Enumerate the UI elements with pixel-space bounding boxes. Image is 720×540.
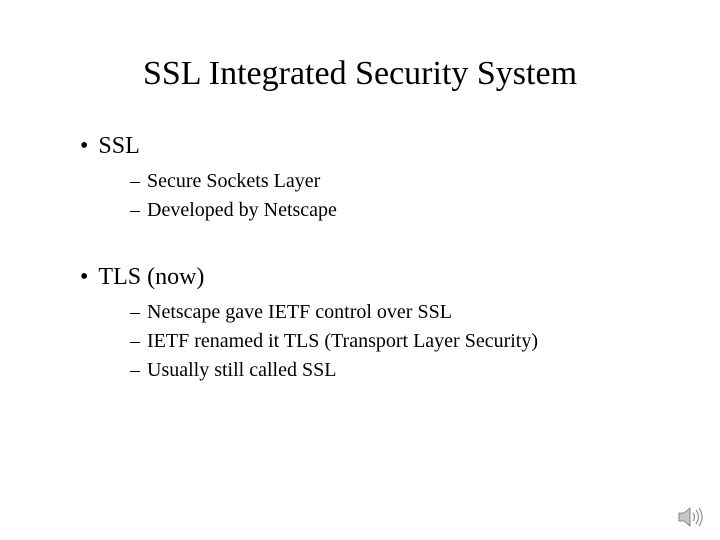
slide-container: SSL Integrated Security System SSL Secur…: [0, 0, 720, 418]
bullet-ssl: SSL: [80, 133, 670, 160]
bullet-tls: TLS (now): [80, 264, 670, 291]
sub-bullet: Netscape gave IETF control over SSL: [130, 301, 670, 324]
sub-bullet: Usually still called SSL: [130, 359, 670, 382]
sub-bullet: Developed by Netscape: [130, 199, 670, 222]
speaker-icon[interactable]: [678, 506, 704, 528]
sub-bullet: Secure Sockets Layer: [130, 170, 670, 193]
sub-bullet: IETF renamed it TLS (Transport Layer Sec…: [130, 330, 670, 353]
slide-title: SSL Integrated Security System: [50, 55, 670, 93]
spacer: [50, 228, 670, 246]
